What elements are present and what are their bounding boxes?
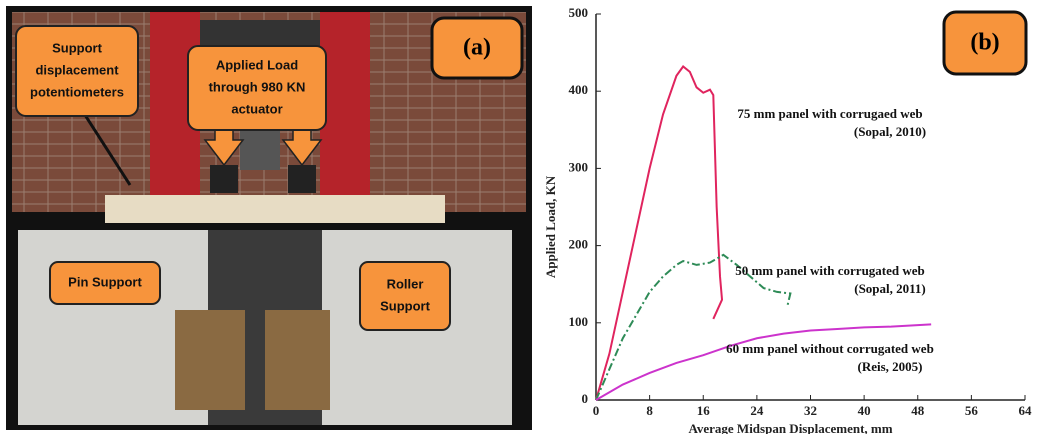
callout-text: Roller bbox=[387, 276, 424, 291]
x-tick-label: 64 bbox=[1019, 403, 1033, 418]
x-tick-label: 48 bbox=[911, 403, 925, 418]
callout-box bbox=[49, 261, 161, 305]
panel-label-box bbox=[430, 16, 524, 80]
x-tick-label: 8 bbox=[646, 403, 653, 418]
y-axis-label: Applied Load, KN bbox=[543, 175, 558, 278]
series-line bbox=[595, 323, 932, 401]
callout-text: displacement bbox=[35, 62, 119, 77]
callout-text: potentiometers bbox=[30, 84, 124, 99]
callout-box bbox=[15, 25, 139, 117]
pointer bbox=[83, 114, 132, 186]
y-tick-label: 500 bbox=[569, 5, 589, 20]
load-pad bbox=[210, 165, 238, 193]
photo: (a) Support displacement potentiometers App… bbox=[6, 6, 532, 430]
timber bbox=[175, 310, 245, 410]
callout-text: Pin Support bbox=[68, 274, 142, 289]
x-tick-label: 40 bbox=[858, 403, 871, 418]
load-pad bbox=[288, 165, 316, 193]
series-label: 60 mm panel without corrugated web bbox=[726, 341, 934, 356]
callout-text: Support bbox=[380, 298, 430, 313]
callout-text: actuator bbox=[231, 101, 282, 116]
callout-text: Support bbox=[52, 40, 102, 55]
panel-specimen bbox=[105, 195, 445, 223]
callouts: Support displacement potentiometers Applied… bbox=[30, 40, 431, 313]
panel-label-box bbox=[942, 10, 1028, 76]
series-line bbox=[595, 253, 792, 401]
chart: 0 100 200 300 400 500 0 8 16 24 32 40 48 56 64 Average … bbox=[543, 5, 1032, 434]
panel-label: (b) bbox=[970, 30, 999, 56]
series-label: 50 mm panel with corrugated web bbox=[735, 263, 925, 278]
callout-box bbox=[187, 45, 327, 131]
y-tick-label: 200 bbox=[569, 237, 589, 252]
x-tick-label: 24 bbox=[750, 403, 764, 418]
series-line bbox=[595, 65, 724, 401]
y-tick-label: 300 bbox=[569, 159, 589, 174]
panel-label: (a) bbox=[463, 35, 491, 61]
y-tick-label: 400 bbox=[569, 82, 589, 97]
callout-text: through 980 KN bbox=[209, 79, 306, 94]
callout-text: Applied Load bbox=[216, 57, 298, 72]
red-column bbox=[320, 12, 370, 212]
series-source: (Sopal, 2010) bbox=[854, 124, 926, 139]
y-tick-label: 100 bbox=[569, 314, 589, 329]
timber bbox=[265, 310, 330, 410]
x-tick-label: 56 bbox=[965, 403, 979, 418]
series-source: (Reis, 2005) bbox=[858, 359, 923, 374]
series-source: (Sopal, 2011) bbox=[854, 281, 926, 296]
x-axis-label: Average Midspan Displacement, mm bbox=[688, 421, 892, 434]
y-tick-label: 0 bbox=[582, 391, 589, 406]
x-tick-label: 32 bbox=[804, 403, 817, 418]
x-tick-label: 0 bbox=[593, 403, 600, 418]
x-tick-label: 16 bbox=[697, 403, 711, 418]
series-label: 75 mm panel with corrugaed web bbox=[737, 106, 922, 121]
callout-box bbox=[359, 261, 451, 331]
